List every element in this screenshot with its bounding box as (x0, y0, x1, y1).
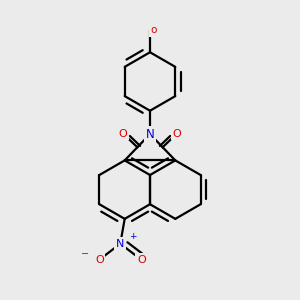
Text: N: N (116, 239, 124, 249)
Text: O: O (172, 128, 181, 139)
Text: O: O (119, 128, 128, 139)
Text: O: O (95, 255, 103, 265)
Text: o: o (151, 25, 157, 35)
Text: +: + (129, 232, 137, 241)
Text: N: N (146, 128, 154, 141)
Text: −: − (81, 249, 89, 259)
Text: O: O (137, 255, 146, 265)
